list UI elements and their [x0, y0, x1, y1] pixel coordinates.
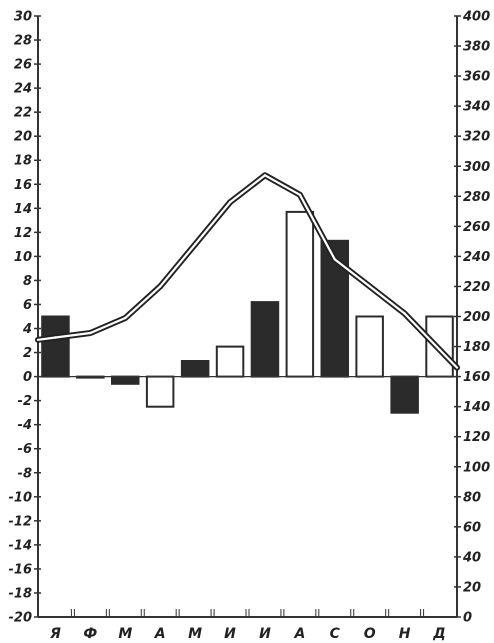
- bar-3: [111, 375, 140, 385]
- right-tick-label: 360: [463, 70, 490, 85]
- line-point-6: [228, 201, 232, 204]
- left-tick-label: 4: [22, 322, 32, 337]
- month-label: О: [364, 626, 376, 642]
- line-point-9: [333, 258, 336, 261]
- left-tick-label: -12: [9, 514, 33, 529]
- left-tick-label: 18: [14, 154, 32, 169]
- line-point-7: [263, 174, 267, 177]
- left-tick-label: 2: [23, 346, 32, 361]
- right-tick-label: 200: [463, 310, 490, 325]
- right-tick-label: 260: [463, 220, 490, 235]
- left-tick-label: 16: [14, 178, 32, 193]
- bar-8: [285, 210, 315, 378]
- line-point-5: [193, 243, 197, 246]
- right-tick-label: 120: [463, 430, 490, 445]
- left-tick-label: -18: [9, 586, 33, 601]
- left-tick-label: -14: [9, 538, 33, 553]
- right-tick-label: 340: [463, 100, 490, 115]
- line-layer: [35, 172, 460, 371]
- left-tick-label: -20: [9, 611, 33, 626]
- line-series-inner: [36, 174, 459, 369]
- left-tick-label: 6: [23, 298, 32, 313]
- left-tick-label: -2: [18, 394, 32, 409]
- right-tick-label: 380: [463, 40, 490, 55]
- month-label: А: [293, 626, 305, 642]
- left-tick-label: 22: [14, 106, 32, 121]
- right-tick-label: 320: [463, 130, 490, 145]
- left-tick-label: -6: [18, 442, 32, 457]
- month-label: Н: [399, 626, 411, 642]
- line-series-outline: [35, 172, 460, 371]
- right-tick-label: 0: [463, 611, 472, 626]
- month-label: И: [259, 626, 271, 642]
- line-point-10: [368, 285, 371, 288]
- right-tick-label: 80: [463, 490, 481, 505]
- line-point-12: [438, 348, 441, 351]
- month-label: М: [188, 626, 202, 642]
- left-tick-label: -8: [18, 466, 32, 481]
- month-label: Ф: [83, 626, 97, 642]
- bar-10: [355, 315, 384, 378]
- right-tick-label: 280: [463, 190, 490, 205]
- bars-layer: [41, 210, 454, 414]
- line-point-2: [89, 331, 92, 335]
- axes-layer: [34, 15, 461, 618]
- left-tick-label: 24: [14, 82, 32, 97]
- left-tick-label: -4: [18, 418, 32, 433]
- left-tick-label: 20: [14, 130, 32, 145]
- month-label: А: [154, 626, 166, 642]
- month-label: И: [224, 626, 236, 642]
- left-tick-label: 26: [14, 58, 32, 73]
- right-tick-label: 400: [462, 10, 490, 25]
- right-tick-label: 240: [463, 250, 490, 265]
- right-tick-label: 100: [463, 460, 490, 475]
- bar-7: [250, 301, 280, 378]
- right-tick-label: 20: [463, 580, 481, 595]
- bar-6: [215, 345, 245, 378]
- bar-4: [145, 375, 175, 408]
- bar-11: [390, 375, 419, 414]
- left-tick-label: 12: [14, 226, 32, 241]
- month-label: М: [118, 626, 132, 642]
- right-tick-label: 60: [463, 520, 481, 535]
- month-label: Я: [49, 626, 61, 642]
- month-label: С: [330, 626, 341, 642]
- left-tick-label: -10: [9, 490, 33, 505]
- right-tick-label: 40: [462, 550, 481, 565]
- right-tick-label: 300: [463, 160, 490, 175]
- line-point-8: [298, 193, 302, 196]
- line-point-11: [403, 312, 406, 315]
- right-tick-label: 220: [463, 280, 490, 295]
- month-label: Д: [432, 626, 445, 642]
- right-tick-label: 180: [463, 340, 490, 355]
- bar-5: [180, 360, 210, 378]
- line-point-4: [159, 285, 162, 288]
- left-tick-label: 8: [23, 274, 32, 289]
- line-point-3: [124, 316, 127, 320]
- left-tick-label: 0: [23, 370, 32, 385]
- left-tick-label: 14: [14, 202, 32, 217]
- bar-1: [41, 315, 70, 378]
- right-tick-label: 160: [463, 370, 490, 385]
- line-point-1: [54, 336, 57, 339]
- left-tick-label: 30: [14, 10, 32, 25]
- left-tick-label: 10: [14, 250, 32, 265]
- right-tick-label: 140: [463, 400, 490, 415]
- left-tick-label: 28: [14, 34, 32, 49]
- labels-layer: 302826242220181614121086420-2-4-6-8-10-1…: [9, 10, 491, 643]
- left-tick-label: -16: [9, 562, 33, 577]
